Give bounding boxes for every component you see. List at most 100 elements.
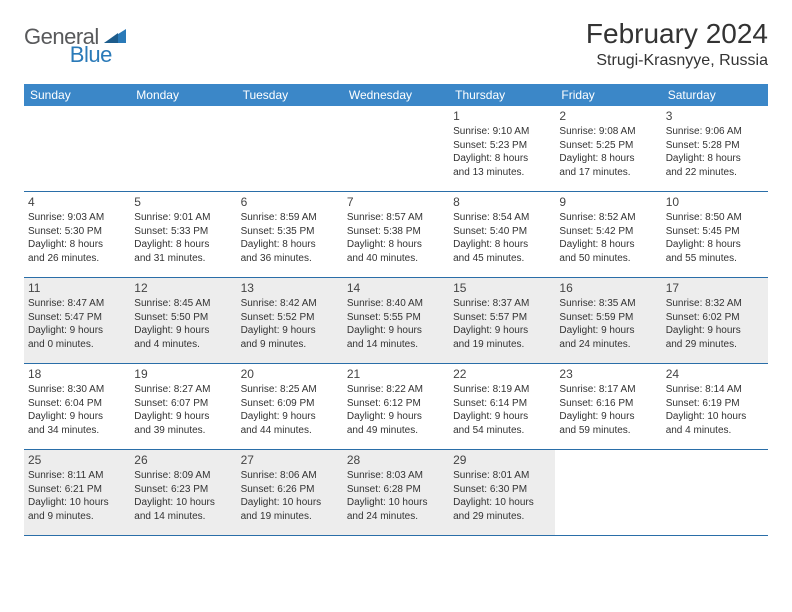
day-header: Friday xyxy=(555,84,661,106)
day-number: 28 xyxy=(347,453,445,467)
sunset-text: Sunset: 5:47 PM xyxy=(28,311,126,325)
sunrise-text: Sunrise: 8:27 AM xyxy=(134,383,232,397)
daylight-text-2: and 36 minutes. xyxy=(241,252,339,266)
day-cell: 28Sunrise: 8:03 AMSunset: 6:28 PMDayligh… xyxy=(343,450,449,535)
sunrise-text: Sunrise: 8:45 AM xyxy=(134,297,232,311)
daylight-text-2: and 44 minutes. xyxy=(241,424,339,438)
day-info: Sunrise: 9:06 AMSunset: 5:28 PMDaylight:… xyxy=(666,125,764,179)
sunrise-text: Sunrise: 8:03 AM xyxy=(347,469,445,483)
daylight-text-2: and 19 minutes. xyxy=(453,338,551,352)
daylight-text-2: and 40 minutes. xyxy=(347,252,445,266)
daylight-text-2: and 14 minutes. xyxy=(347,338,445,352)
daylight-text-1: Daylight: 8 hours xyxy=(453,152,551,166)
daylight-text-2: and 54 minutes. xyxy=(453,424,551,438)
day-number: 6 xyxy=(241,195,339,209)
daylight-text-2: and 13 minutes. xyxy=(453,166,551,180)
day-number: 2 xyxy=(559,109,657,123)
calendar: SundayMondayTuesdayWednesdayThursdayFrid… xyxy=(24,84,768,536)
day-info: Sunrise: 8:40 AMSunset: 5:55 PMDaylight:… xyxy=(347,297,445,351)
daylight-text-1: Daylight: 9 hours xyxy=(241,324,339,338)
sunrise-text: Sunrise: 8:40 AM xyxy=(347,297,445,311)
day-number: 19 xyxy=(134,367,232,381)
day-number: 9 xyxy=(559,195,657,209)
day-cell: 7Sunrise: 8:57 AMSunset: 5:38 PMDaylight… xyxy=(343,192,449,277)
day-info: Sunrise: 8:57 AMSunset: 5:38 PMDaylight:… xyxy=(347,211,445,265)
day-number: 17 xyxy=(666,281,764,295)
day-header: Tuesday xyxy=(237,84,343,106)
daylight-text-1: Daylight: 10 hours xyxy=(241,496,339,510)
daylight-text-1: Daylight: 9 hours xyxy=(347,324,445,338)
daylight-text-2: and 24 minutes. xyxy=(347,510,445,524)
sunrise-text: Sunrise: 8:47 AM xyxy=(28,297,126,311)
day-header: Thursday xyxy=(449,84,555,106)
sunset-text: Sunset: 5:57 PM xyxy=(453,311,551,325)
day-number: 16 xyxy=(559,281,657,295)
sunset-text: Sunset: 6:09 PM xyxy=(241,397,339,411)
day-cell: 16 Sunrise: 8:35 AMSunset: 5:59 PMDayligh… xyxy=(555,278,661,363)
daylight-text-2: and 29 minutes. xyxy=(666,338,764,352)
sunset-text: Sunset: 6:23 PM xyxy=(134,483,232,497)
daylight-text-2: and 55 minutes. xyxy=(666,252,764,266)
day-cell: 9Sunrise: 8:52 AMSunset: 5:42 PMDaylight… xyxy=(555,192,661,277)
daylight-text-1: Daylight: 10 hours xyxy=(134,496,232,510)
daylight-text-1: Daylight: 10 hours xyxy=(28,496,126,510)
daylight-text-1: Daylight: 9 hours xyxy=(241,410,339,424)
sunrise-text: Sunrise: 8:35 AM xyxy=(559,297,657,311)
day-cell: 2 Sunrise: 9:08 AMSunset: 5:25 PMDaylight… xyxy=(555,106,661,191)
sunset-text: Sunset: 5:52 PM xyxy=(241,311,339,325)
sunset-text: Sunset: 6:02 PM xyxy=(666,311,764,325)
sunrise-text: Sunrise: 8:17 AM xyxy=(559,383,657,397)
day-info: Sunrise: 8:47 AMSunset: 5:47 PMDaylight:… xyxy=(28,297,126,351)
day-number: 4 xyxy=(28,195,126,209)
daylight-text-2: and 39 minutes. xyxy=(134,424,232,438)
location-label: Strugi-Krasnyye, Russia xyxy=(586,52,768,70)
day-info: Sunrise: 8:25 AMSunset: 6:09 PMDaylight:… xyxy=(241,383,339,437)
day-info: Sunrise: 8:17 AMSunset: 6:16 PMDaylight:… xyxy=(559,383,657,437)
daylight-text-1: Daylight: 9 hours xyxy=(134,324,232,338)
logo: General Blue xyxy=(24,24,148,50)
day-info: Sunrise: 8:35 AMSunset: 5:59 PMDaylight:… xyxy=(559,297,657,351)
sunrise-text: Sunrise: 8:59 AM xyxy=(241,211,339,225)
day-info: Sunrise: 8:54 AMSunset: 5:40 PMDaylight:… xyxy=(453,211,551,265)
sunset-text: Sunset: 5:55 PM xyxy=(347,311,445,325)
sunset-text: Sunset: 5:28 PM xyxy=(666,139,764,153)
day-info: Sunrise: 9:08 AMSunset: 5:25 PMDaylight:… xyxy=(559,125,657,179)
sunset-text: Sunset: 6:28 PM xyxy=(347,483,445,497)
week-row: 25 Sunrise: 8:11 AMSunset: 6:21 PMDayligh… xyxy=(24,450,768,536)
daylight-text-1: Daylight: 8 hours xyxy=(559,152,657,166)
day-cell: 21Sunrise: 8:22 AMSunset: 6:12 PMDayligh… xyxy=(343,364,449,449)
sunrise-text: Sunrise: 9:08 AM xyxy=(559,125,657,139)
day-cell-empty xyxy=(130,106,236,191)
daylight-text-2: and 4 minutes. xyxy=(134,338,232,352)
day-info: Sunrise: 8:11 AMSunset: 6:21 PMDaylight:… xyxy=(28,469,126,523)
sunset-text: Sunset: 6:14 PM xyxy=(453,397,551,411)
sunrise-text: Sunrise: 8:52 AM xyxy=(559,211,657,225)
day-info: Sunrise: 8:27 AMSunset: 6:07 PMDaylight:… xyxy=(134,383,232,437)
day-number: 5 xyxy=(134,195,232,209)
day-cell: 1Sunrise: 9:10 AMSunset: 5:23 PMDaylight… xyxy=(449,106,555,191)
title-block: February 2024 Strugi-Krasnyye, Russia xyxy=(586,18,768,70)
day-number: 29 xyxy=(453,453,551,467)
sunrise-text: Sunrise: 8:19 AM xyxy=(453,383,551,397)
daylight-text-1: Daylight: 8 hours xyxy=(347,238,445,252)
day-cell: 26Sunrise: 8:09 AMSunset: 6:23 PMDayligh… xyxy=(130,450,236,535)
sunrise-text: Sunrise: 8:50 AM xyxy=(666,211,764,225)
day-number: 22 xyxy=(453,367,551,381)
sunset-text: Sunset: 5:33 PM xyxy=(134,225,232,239)
sunset-text: Sunset: 5:35 PM xyxy=(241,225,339,239)
day-cell: 19 Sunrise: 8:27 AMSunset: 6:07 PMDayligh… xyxy=(130,364,236,449)
sunset-text: Sunset: 5:59 PM xyxy=(559,311,657,325)
sunrise-text: Sunrise: 8:14 AM xyxy=(666,383,764,397)
daylight-text-2: and 14 minutes. xyxy=(134,510,232,524)
day-cell: 27Sunrise: 8:06 AMSunset: 6:26 PMDayligh… xyxy=(237,450,343,535)
header-row-top: General Blue February 2024 Strugi-Krasny… xyxy=(24,18,768,70)
weeks-container: 1Sunrise: 9:10 AMSunset: 5:23 PMDaylight… xyxy=(24,106,768,536)
sunset-text: Sunset: 5:42 PM xyxy=(559,225,657,239)
day-cell-empty xyxy=(343,106,449,191)
daylight-text-1: Daylight: 8 hours xyxy=(453,238,551,252)
daylight-text-2: and 24 minutes. xyxy=(559,338,657,352)
day-number: 25 xyxy=(28,453,126,467)
day-cell: 13Sunrise: 8:42 AMSunset: 5:52 PMDayligh… xyxy=(237,278,343,363)
day-cell: 11Sunrise: 8:47 AMSunset: 5:47 PMDayligh… xyxy=(24,278,130,363)
day-number: 23 xyxy=(559,367,657,381)
